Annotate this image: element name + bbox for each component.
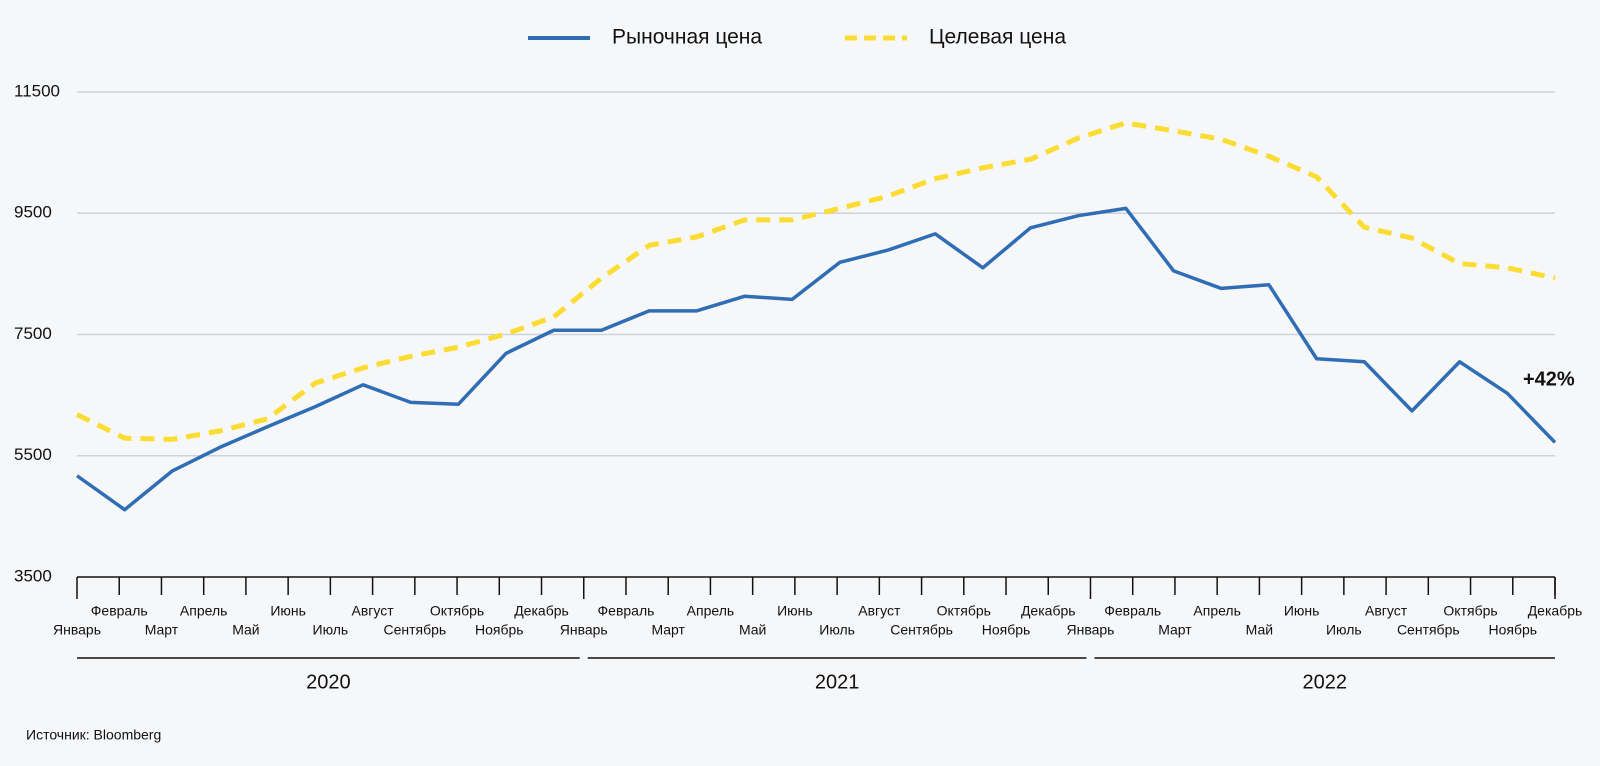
x-tick-label: Декабрь xyxy=(1021,603,1076,619)
x-tick-label: Сентябрь xyxy=(383,622,446,638)
x-tick-label: Декабрь xyxy=(514,603,569,619)
x-tick-label: Ноябрь xyxy=(1488,622,1537,638)
x-tick-label: Август xyxy=(1365,603,1408,619)
x-tick-label: Май xyxy=(739,622,766,638)
line xyxy=(75,206,1557,512)
y-tick-label: 7500 xyxy=(14,324,52,343)
line xyxy=(75,120,1556,442)
x-tick-label: Октябрь xyxy=(430,603,484,619)
x-tick-label: Июль xyxy=(1326,622,1362,638)
legend-label: Рыночная цена xyxy=(612,26,762,49)
year-label: 2020 xyxy=(306,671,351,693)
x-tick-label: Июнь xyxy=(270,603,306,619)
year-label: 2022 xyxy=(1302,671,1347,693)
x-tick-label: Январь xyxy=(1066,622,1114,638)
x-tick-label: Март xyxy=(145,622,179,638)
annotation: +42% xyxy=(1523,368,1575,390)
legend-label: Целевая цена xyxy=(929,26,1066,49)
x-tick-label: Июнь xyxy=(777,603,813,619)
x-tick-label: Июль xyxy=(819,622,855,638)
x-tick-label: Ноябрь xyxy=(475,622,524,638)
y-tick-label: 11500 xyxy=(14,81,60,100)
x-tick-label: Август xyxy=(352,603,395,619)
source: Источник: Bloomberg xyxy=(26,727,161,743)
x-tick-label: Октябрь xyxy=(937,603,991,619)
y-tick-label: 5500 xyxy=(14,445,52,464)
y-tick-label: 3500 xyxy=(14,566,52,585)
x-tick-label: Январь xyxy=(560,622,608,638)
x-tick-label: Декабрь xyxy=(1528,603,1583,619)
x-tick-label: Август xyxy=(858,603,901,619)
x-tick-label: Февраль xyxy=(1104,603,1161,619)
x-tick-label: Октябрь xyxy=(1443,603,1497,619)
x-tick-label: Май xyxy=(232,622,259,638)
x-tick-label: Сентябрь xyxy=(1397,622,1460,638)
x-tick-label: Январь xyxy=(53,622,101,638)
x-tick-label: Март xyxy=(651,622,685,638)
year-label: 2021 xyxy=(815,671,860,693)
y-tick-label: 9500 xyxy=(14,203,52,222)
x-tick-label: Февраль xyxy=(91,603,148,619)
x-tick-label: Май xyxy=(1246,622,1273,638)
x-tick-label: Апрель xyxy=(1193,603,1241,619)
x-tick-label: Февраль xyxy=(598,603,655,619)
x-tick-label: Апрель xyxy=(180,603,228,619)
x-tick-label: Ноябрь xyxy=(982,622,1031,638)
x-tick-label: Июль xyxy=(313,622,349,638)
x-tick-label: Март xyxy=(1158,622,1192,638)
x-tick-label: Сентябрь xyxy=(890,622,953,638)
x-tick-label: Июнь xyxy=(1284,603,1320,619)
x-tick-label: Апрель xyxy=(687,603,735,619)
